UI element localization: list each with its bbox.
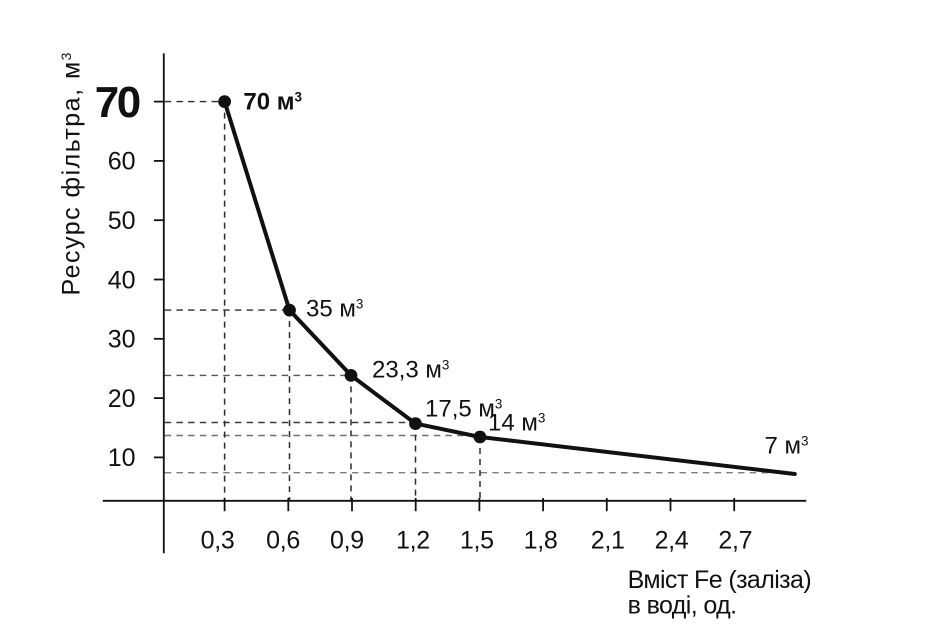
svg-text:60: 60 [108,148,136,176]
svg-text:2,7: 2,7 [718,527,752,555]
svg-text:35 м3: 35 м3 [306,295,363,322]
svg-text:10: 10 [108,444,136,472]
svg-text:50: 50 [108,207,136,235]
svg-text:20: 20 [108,385,136,413]
svg-text:1,5: 1,5 [460,527,494,555]
svg-text:40: 40 [108,266,136,294]
svg-text:0,3: 0,3 [201,527,235,555]
svg-text:Вміст Fe (заліза): Вміст Fe (заліза) [628,566,811,594]
svg-text:70: 70 [95,78,140,127]
svg-text:14 м3: 14 м3 [488,409,545,436]
svg-text:0,6: 0,6 [266,527,300,555]
svg-text:2,4: 2,4 [655,527,689,555]
svg-text:23,3 м3: 23,3 м3 [372,357,449,384]
svg-text:70 м3: 70 м3 [243,88,302,115]
svg-text:17,5 м3: 17,5 м3 [425,395,502,422]
svg-text:в воді, од.: в воді, од. [628,592,737,620]
svg-text:30: 30 [108,326,136,354]
svg-text:0,9: 0,9 [330,527,364,555]
svg-text:2,1: 2,1 [591,527,625,555]
svg-text:1,8: 1,8 [524,527,558,555]
svg-text:Ресурс фільтра, м3: Ресурс фільтра, м3 [58,51,86,295]
svg-text:1,2: 1,2 [396,527,430,555]
